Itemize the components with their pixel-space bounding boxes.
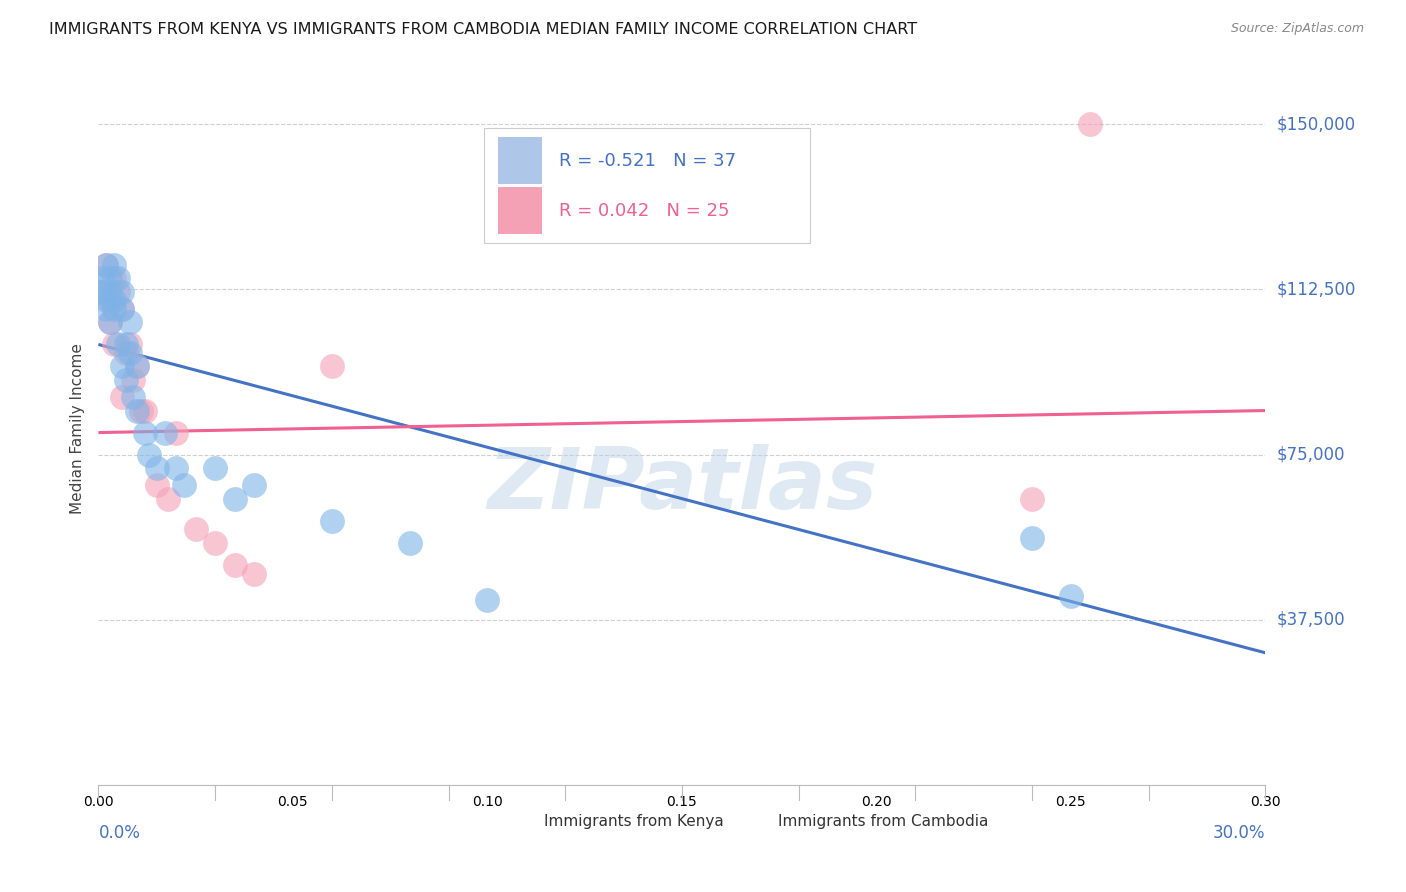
- Point: [111, 390, 134, 404]
- Point: [157, 491, 180, 506]
- Point: [138, 448, 160, 462]
- Point: [477, 593, 499, 607]
- Text: Immigrants from Cambodia: Immigrants from Cambodia: [778, 814, 988, 829]
- Point: [146, 460, 169, 475]
- Text: $37,500: $37,500: [1277, 611, 1346, 629]
- Text: Source: ZipAtlas.com: Source: ZipAtlas.com: [1230, 22, 1364, 36]
- Point: [1060, 589, 1083, 603]
- Point: [96, 258, 118, 272]
- Point: [1080, 117, 1102, 131]
- Point: [146, 478, 169, 492]
- Point: [103, 271, 125, 285]
- Point: [114, 373, 136, 387]
- Point: [114, 337, 136, 351]
- FancyBboxPatch shape: [498, 187, 541, 234]
- Point: [224, 491, 246, 506]
- Point: [96, 293, 118, 308]
- Text: IMMIGRANTS FROM KENYA VS IMMIGRANTS FROM CAMBODIA MEDIAN FAMILY INCOME CORRELATI: IMMIGRANTS FROM KENYA VS IMMIGRANTS FROM…: [49, 22, 917, 37]
- Point: [118, 337, 141, 351]
- Point: [96, 258, 118, 272]
- Point: [165, 425, 187, 440]
- Point: [107, 285, 129, 299]
- Point: [98, 271, 121, 285]
- Text: $112,500: $112,500: [1277, 280, 1355, 299]
- Text: $150,000: $150,000: [1277, 115, 1355, 133]
- Point: [243, 478, 266, 492]
- Point: [122, 390, 145, 404]
- Point: [118, 346, 141, 360]
- Point: [103, 293, 125, 308]
- Point: [1021, 531, 1043, 545]
- Point: [134, 403, 156, 417]
- Text: 0.0%: 0.0%: [98, 824, 141, 842]
- FancyBboxPatch shape: [513, 810, 538, 833]
- Point: [111, 302, 134, 317]
- Point: [98, 315, 121, 329]
- Point: [91, 285, 114, 299]
- Point: [398, 535, 420, 549]
- Point: [134, 425, 156, 440]
- Text: 30.0%: 30.0%: [1213, 824, 1265, 842]
- Point: [91, 285, 114, 299]
- Point: [165, 460, 187, 475]
- Point: [111, 302, 134, 317]
- Point: [321, 514, 343, 528]
- Point: [184, 523, 207, 537]
- Text: R = 0.042   N = 25: R = 0.042 N = 25: [560, 202, 730, 219]
- Point: [107, 271, 129, 285]
- Point: [127, 359, 149, 374]
- Point: [118, 315, 141, 329]
- Point: [127, 403, 149, 417]
- Text: ZIPatlas: ZIPatlas: [486, 443, 877, 527]
- Point: [173, 478, 195, 492]
- Point: [129, 403, 152, 417]
- FancyBboxPatch shape: [484, 128, 810, 243]
- Point: [153, 425, 176, 440]
- Point: [1021, 491, 1043, 506]
- Point: [204, 535, 226, 549]
- Point: [111, 359, 134, 374]
- Point: [122, 373, 145, 387]
- Point: [321, 359, 343, 374]
- Point: [204, 460, 226, 475]
- Point: [98, 285, 121, 299]
- Y-axis label: Median Family Income: Median Family Income: [69, 343, 84, 514]
- Point: [114, 346, 136, 360]
- Point: [103, 302, 125, 317]
- Point: [98, 293, 121, 308]
- FancyBboxPatch shape: [747, 810, 772, 833]
- Point: [103, 258, 125, 272]
- Point: [127, 359, 149, 374]
- Text: R = -0.521   N = 37: R = -0.521 N = 37: [560, 152, 737, 169]
- Point: [96, 302, 118, 317]
- Point: [91, 271, 114, 285]
- Point: [243, 566, 266, 581]
- Point: [111, 285, 134, 299]
- Point: [107, 337, 129, 351]
- Point: [224, 558, 246, 572]
- Point: [103, 337, 125, 351]
- Point: [98, 315, 121, 329]
- FancyBboxPatch shape: [498, 137, 541, 184]
- Text: $75,000: $75,000: [1277, 446, 1346, 464]
- Text: Immigrants from Kenya: Immigrants from Kenya: [544, 814, 724, 829]
